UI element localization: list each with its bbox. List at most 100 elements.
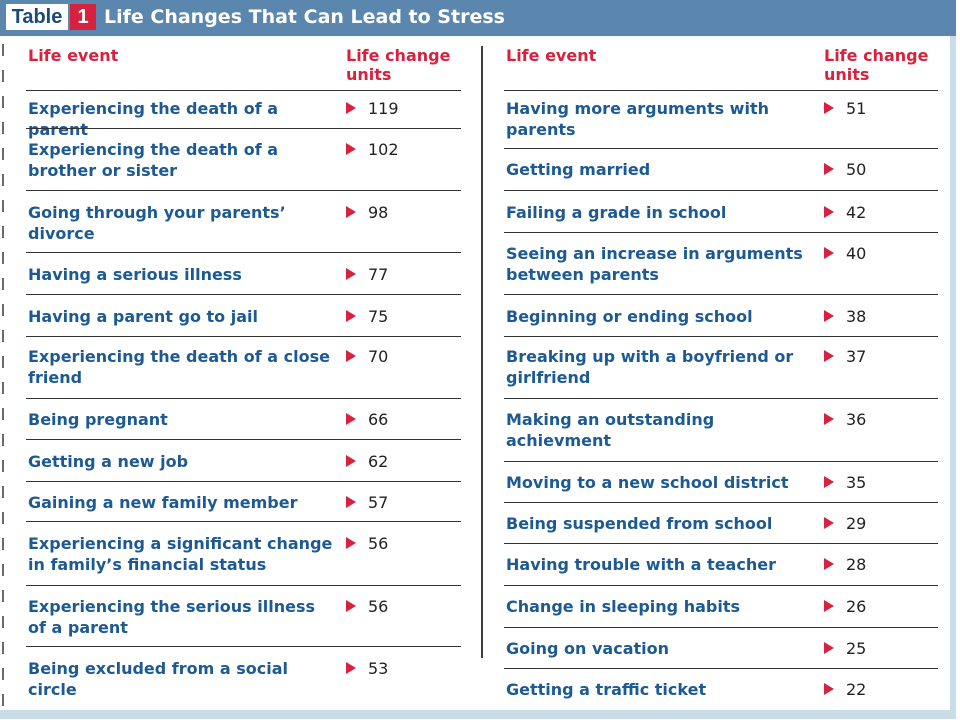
red-triangle-icon [824, 476, 834, 488]
red-triangle-icon [824, 683, 834, 695]
row-rule [26, 252, 461, 253]
table-row-units: 36 [846, 410, 867, 429]
border-dash [2, 122, 4, 134]
table-row-units: 28 [846, 555, 867, 574]
red-triangle-icon [824, 517, 834, 529]
row-rule [26, 521, 461, 522]
row-rule [504, 294, 938, 295]
red-triangle-icon [824, 206, 834, 218]
border-dash [2, 486, 4, 498]
border-dash [2, 148, 4, 160]
border-dash [2, 460, 4, 472]
table-row-units: 25 [846, 639, 867, 658]
left-border [0, 36, 6, 719]
table-row-event: Getting a traffic ticket [506, 680, 707, 699]
red-triangle-icon [346, 350, 356, 362]
red-triangle-icon [824, 247, 834, 259]
row-rule [26, 398, 461, 399]
row-rule [504, 502, 938, 503]
red-triangle-icon [346, 455, 356, 467]
border-dash [2, 330, 4, 342]
table-row-event: Having more arguments with parents [506, 99, 769, 139]
table-row-event: Moving to a new school district [506, 473, 789, 492]
table-row-event: Gaining a new family member [28, 493, 298, 512]
table-row-units: 66 [368, 410, 389, 429]
table-row-units: 57 [368, 493, 389, 512]
right-header-units: Life change units [824, 46, 929, 84]
border-dash [2, 304, 4, 316]
border-dash [2, 382, 4, 394]
border-dash [2, 564, 4, 576]
table-row-units: 75 [368, 307, 389, 326]
table-row-units: 35 [846, 473, 867, 492]
row-rule [26, 646, 461, 647]
row-rule [26, 128, 461, 129]
row-rule [504, 461, 938, 462]
red-triangle-icon [824, 310, 834, 322]
left-header-event: Life event [28, 46, 119, 65]
row-rule [504, 336, 938, 337]
row-rule [504, 148, 938, 149]
border-dash [2, 278, 4, 290]
border-dash [2, 174, 4, 186]
red-triangle-icon [824, 350, 834, 362]
table-row-event: Being pregnant [28, 410, 168, 429]
row-rule [504, 190, 938, 191]
table-row-event: Making an outstanding achievment [506, 410, 715, 450]
header-rule [26, 90, 461, 91]
table-row-event: Beginning or ending school [506, 307, 753, 326]
table-row-event: Having a serious illness [28, 265, 242, 284]
table-row-event: Experiencing the death of a brother or s… [28, 140, 279, 180]
table-row-units: 62 [368, 452, 389, 471]
red-triangle-icon [346, 413, 356, 425]
table-row-event: Seeing an increase in arguments between … [506, 244, 803, 284]
table-row-event: Experiencing the death of a close friend [28, 347, 330, 387]
border-dash [2, 642, 4, 654]
bottom-border [0, 710, 956, 719]
red-triangle-icon [346, 268, 356, 280]
table-row-event: Change in sleeping habits [506, 597, 740, 616]
table-row-event: Going through your parents’ divorce [28, 203, 286, 243]
border-dash [2, 200, 4, 212]
border-dash [2, 356, 4, 368]
table-row-units: 22 [846, 680, 867, 699]
table-row-units: 29 [846, 514, 867, 533]
border-dash [2, 70, 4, 82]
border-dash [2, 434, 4, 446]
red-triangle-icon [346, 496, 356, 508]
right-border [950, 36, 956, 719]
border-dash [2, 226, 4, 238]
table-row-units: 53 [368, 659, 389, 678]
table-row-event: Getting married [506, 160, 651, 179]
red-triangle-icon [346, 662, 356, 674]
left-header-units: Life change units [346, 46, 451, 84]
border-dash [2, 616, 4, 628]
row-rule [26, 481, 461, 482]
border-dash [2, 408, 4, 420]
red-triangle-icon [824, 558, 834, 570]
table-row-event: Being excluded from a social circle [28, 659, 289, 699]
row-rule [26, 439, 461, 440]
red-triangle-icon [824, 102, 834, 114]
table-title: Life Changes That Can Lead to Stress [104, 6, 505, 28]
table-row-units: 37 [846, 347, 867, 366]
red-triangle-icon [346, 537, 356, 549]
table-row-event: Breaking up with a boyfriend or girlfrie… [506, 347, 794, 387]
table-row-units: 77 [368, 265, 389, 284]
table-row-units: 56 [368, 597, 389, 616]
table-row-units: 42 [846, 203, 867, 222]
red-triangle-icon [346, 600, 356, 612]
table-label: Table [6, 4, 68, 30]
red-triangle-icon [824, 642, 834, 654]
row-rule [504, 232, 938, 233]
red-triangle-icon [346, 143, 356, 155]
border-dash [2, 590, 4, 602]
title-bar: Table 1 Life Changes That Can Lead to St… [0, 0, 956, 36]
column-divider [481, 46, 483, 658]
border-dash [2, 538, 4, 550]
border-dash [2, 512, 4, 524]
red-triangle-icon [824, 413, 834, 425]
row-rule [26, 336, 461, 337]
table-row-event: Experiencing the serious illness of a pa… [28, 597, 315, 637]
